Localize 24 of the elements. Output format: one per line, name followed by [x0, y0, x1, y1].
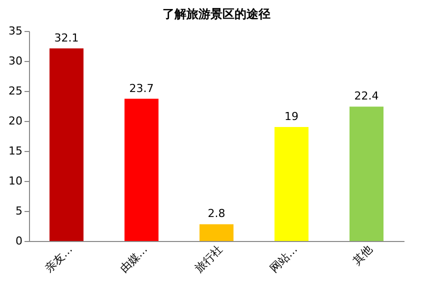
y-tick-label: 30 — [8, 54, 22, 68]
x-tick-label: 旅行社 — [192, 242, 225, 276]
bar — [274, 127, 308, 241]
data-label: 19 — [284, 110, 298, 123]
x-tick-label: 网站… — [267, 242, 300, 276]
y-tick-label: 20 — [8, 114, 22, 128]
x-tick-label: 亲友… — [42, 242, 75, 276]
data-label: 32.1 — [54, 31, 79, 44]
bar — [50, 48, 84, 241]
data-label: 23.7 — [129, 82, 154, 95]
data-label: 22.4 — [354, 90, 379, 103]
data-label: 2.8 — [208, 207, 226, 220]
bar — [200, 224, 234, 241]
y-tick-label: 35 — [8, 24, 22, 38]
x-tick-label: 由媒… — [117, 242, 150, 276]
y-tick-label: 5 — [16, 204, 22, 218]
y-tick-label: 0 — [16, 234, 22, 248]
y-tick-label: 15 — [8, 144, 22, 158]
bar — [350, 106, 384, 241]
y-tick-label: 10 — [8, 174, 22, 188]
chart-title: 了解旅游景区的途径 — [162, 7, 270, 21]
y-tick-label: 25 — [8, 84, 22, 98]
x-tick-label: 其他 — [350, 242, 375, 268]
bar — [124, 98, 158, 241]
